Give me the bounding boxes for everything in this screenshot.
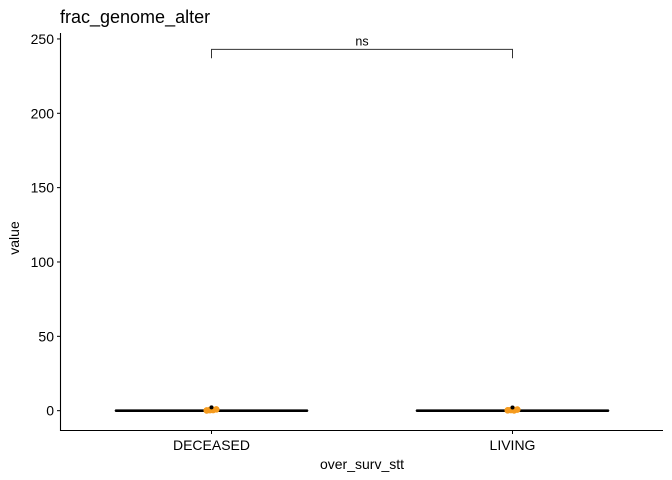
significance-bracket: ns bbox=[211, 34, 513, 59]
x-axis-ticks: DECEASED LIVING bbox=[173, 430, 535, 453]
y-tick-label: 100 bbox=[31, 254, 55, 270]
y-tick-label: 50 bbox=[38, 328, 54, 344]
y-tick-label: 250 bbox=[31, 31, 55, 47]
x-axis-label: over_surv_stt bbox=[320, 456, 404, 472]
x-tick-label: DECEASED bbox=[173, 437, 250, 453]
bracket-line bbox=[211, 48, 513, 59]
y-axis-ticks: 0 50 100 150 200 250 bbox=[31, 31, 61, 419]
data-point bbox=[514, 406, 521, 413]
y-tick-label: 200 bbox=[31, 105, 55, 121]
y-tick-label: 0 bbox=[46, 403, 54, 419]
y-tick-label: 150 bbox=[31, 180, 55, 196]
data-point-dark bbox=[209, 405, 214, 410]
data-point-dark bbox=[510, 405, 515, 410]
x-tick-label: LIVING bbox=[490, 437, 536, 453]
jitter-points bbox=[203, 405, 521, 414]
significance-label: ns bbox=[355, 34, 368, 48]
data-point bbox=[213, 406, 220, 413]
y-axis-label: value bbox=[6, 221, 22, 255]
chart-title: frac_genome_alter bbox=[60, 7, 210, 28]
